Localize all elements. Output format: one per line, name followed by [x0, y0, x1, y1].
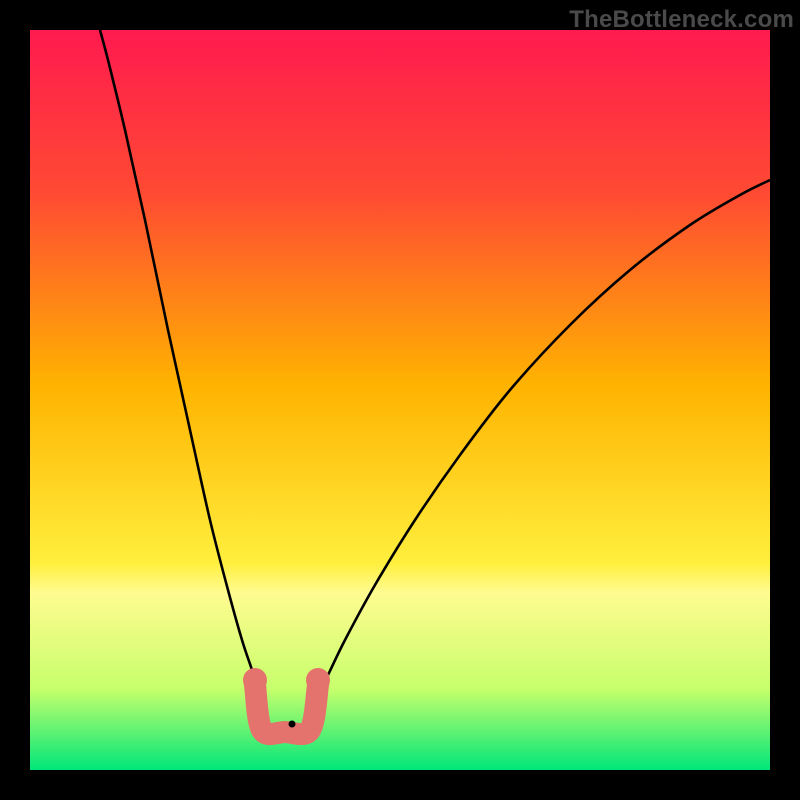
marker-tiny_black_dot [289, 721, 296, 728]
marker-right_dot [306, 668, 330, 692]
frame: TheBottleneck.com [0, 0, 800, 800]
curve-right_curve [320, 180, 770, 690]
chart-svg [0, 0, 800, 800]
marker-left_dot [243, 668, 267, 692]
marker-u_shape [255, 685, 318, 734]
curve-left_curve [100, 30, 258, 690]
